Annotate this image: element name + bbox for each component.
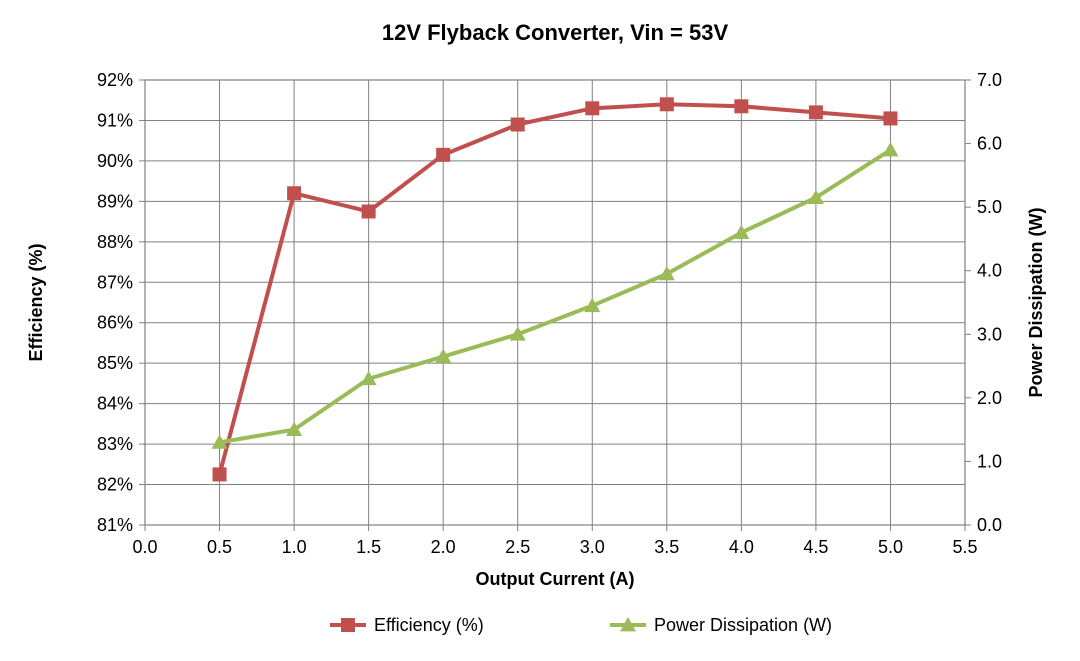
x-tick-label: 0.5 (207, 537, 232, 557)
x-tick-label: 3.0 (580, 537, 605, 557)
y-left-tick-label: 87% (97, 272, 133, 292)
y-right-tick-label: 1.0 (977, 451, 1002, 471)
legend-label: Power Dissipation (W) (654, 615, 832, 635)
y-right-tick-label: 0.0 (977, 515, 1002, 535)
series-marker (734, 99, 748, 113)
x-tick-label: 0.0 (132, 537, 157, 557)
chart-title: 12V Flyback Converter, Vin = 53V (382, 20, 729, 45)
y-left-tick-label: 88% (97, 232, 133, 252)
series-marker (883, 111, 897, 125)
y-left-tick-label: 86% (97, 313, 133, 333)
y-left-tick-label: 85% (97, 353, 133, 373)
chart-container: 12V Flyback Converter, Vin = 53V 0.0 0.5 1.… (0, 0, 1080, 661)
legend-label: Efficiency (%) (374, 615, 484, 635)
series-marker (213, 467, 227, 481)
series-marker (660, 97, 674, 111)
series-marker (287, 186, 301, 200)
chart-svg: 12V Flyback Converter, Vin = 53V 0.0 0.5 1.… (0, 0, 1080, 661)
y-left-tick-label: 90% (97, 151, 133, 171)
y-left-tick-label: 89% (97, 191, 133, 211)
y-left-tick-label: 82% (97, 475, 133, 495)
y-left-tick-label: 81% (97, 515, 133, 535)
y-right-tick-label: 3.0 (977, 324, 1002, 344)
y-right-tick-label: 6.0 (977, 134, 1002, 154)
chart-background (0, 0, 1080, 661)
x-tick-label: 5.5 (952, 537, 977, 557)
y-right-tick-label: 2.0 (977, 388, 1002, 408)
x-tick-label: 2.0 (431, 537, 456, 557)
x-axis-label: Output Current (A) (476, 569, 635, 589)
series-marker (436, 148, 450, 162)
y-right-axis-label: Power Dissipation (W) (1026, 207, 1046, 397)
y-right-tick-label: 7.0 (977, 70, 1002, 90)
y-right-tick-label: 5.0 (977, 197, 1002, 217)
x-tick-label: 1.0 (282, 537, 307, 557)
y-left-axis-label: Efficiency (%) (26, 243, 46, 361)
legend-marker (341, 618, 355, 632)
x-tick-label: 1.5 (356, 537, 381, 557)
series-marker (585, 101, 599, 115)
y-left-tick-label: 83% (97, 434, 133, 454)
x-tick-label: 3.5 (654, 537, 679, 557)
x-tick-label: 5.0 (878, 537, 903, 557)
series-marker (511, 118, 525, 132)
series-marker (809, 105, 823, 119)
x-tick-label: 2.5 (505, 537, 530, 557)
y-left-tick-label: 84% (97, 394, 133, 414)
x-tick-label: 4.5 (803, 537, 828, 557)
y-left-tick-label: 92% (97, 70, 133, 90)
y-right-tick-label: 4.0 (977, 261, 1002, 281)
series-marker (362, 204, 376, 218)
y-left-tick-label: 91% (97, 110, 133, 130)
x-tick-label: 4.0 (729, 537, 754, 557)
